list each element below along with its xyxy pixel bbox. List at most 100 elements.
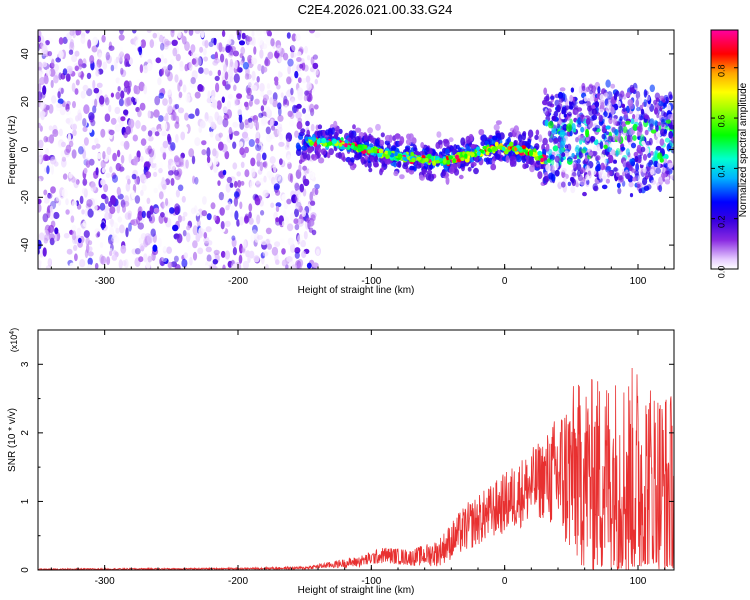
heatmap-cell	[100, 178, 106, 186]
heatmap-cell	[147, 254, 153, 262]
heatmap-cell	[620, 146, 626, 151]
heatmap-cell	[94, 262, 99, 269]
heatmap-cell	[285, 91, 290, 97]
heatmap-cell	[655, 97, 660, 102]
heatmap-cell	[384, 150, 389, 155]
heatmap-cell	[91, 45, 98, 53]
heatmap-cell	[141, 184, 147, 192]
heatmap-cell	[177, 184, 184, 192]
heatmap-cell	[645, 90, 649, 96]
heatmap-cell	[199, 120, 206, 129]
heatmap-cell	[92, 79, 96, 90]
heatmap-cell	[160, 212, 165, 218]
heatmap-cell	[563, 150, 570, 157]
heatmap-cell	[159, 257, 166, 266]
heatmap-cell	[118, 30, 124, 35]
heatmap-cell	[239, 201, 243, 210]
heatmap-cell	[296, 121, 303, 130]
heatmap-cell	[589, 90, 593, 95]
heatmap-cell	[543, 175, 549, 183]
heatmap-cell	[42, 247, 47, 257]
heatmap-cell	[294, 251, 300, 259]
heatmap-cell	[375, 123, 381, 131]
heatmap-cell	[248, 121, 254, 130]
heatmap-cell	[201, 140, 207, 146]
heatmap-cell	[125, 182, 131, 192]
heatmap-cell	[50, 79, 54, 89]
heatmap-cell	[579, 116, 586, 123]
heatmap-cell	[51, 95, 57, 104]
heatmap-cell	[572, 171, 577, 177]
heatmap-cell	[644, 147, 650, 155]
heatmap-cell	[659, 95, 665, 101]
heatmap-cell	[478, 129, 485, 136]
heatmap-cell	[227, 100, 231, 109]
heatmap-cell	[665, 119, 672, 124]
heatmap-cell	[269, 156, 276, 164]
heatmap-cell	[283, 209, 287, 219]
heatmap-cell	[421, 168, 428, 175]
heatmap-cell	[120, 154, 125, 164]
heatmap-cell	[161, 176, 165, 186]
heatmap-cell	[177, 82, 181, 92]
heatmap-cell	[430, 155, 435, 162]
heatmap-cell	[131, 173, 137, 180]
page-title: C2E4.2026.021.00.33.G24	[297, 2, 453, 17]
heatmap-cell	[165, 148, 170, 155]
heatmap-cell	[52, 124, 58, 135]
heatmap-cell	[260, 118, 267, 127]
heatmap-cell	[281, 194, 287, 202]
heatmap-cell	[331, 138, 338, 144]
heatmap-cell	[291, 264, 298, 269]
heatmap-cell	[548, 172, 554, 180]
heatmap-cell	[669, 124, 674, 130]
heatmap-cell	[124, 53, 131, 62]
heatmap-cell	[138, 237, 144, 244]
heatmap-cell	[203, 56, 209, 62]
heatmap-cell	[666, 170, 670, 175]
heatmap-cell	[610, 83, 616, 89]
heatmap-cell	[215, 82, 220, 93]
heatmap-cell	[253, 46, 257, 55]
heatmap-cell	[158, 115, 164, 122]
heatmap-cell	[190, 51, 196, 58]
heatmap-cell	[118, 98, 124, 107]
heatmap-cell	[84, 249, 89, 259]
heatmap-cell	[275, 206, 280, 212]
heatmap-cell	[162, 242, 167, 252]
heatmap-cell	[303, 178, 310, 187]
heatmap-cell	[65, 209, 70, 215]
heatmap-cell	[229, 76, 233, 83]
heatmap-cell	[247, 117, 253, 123]
heatmap-cell	[308, 146, 314, 152]
heatmap-cell	[561, 152, 566, 158]
heatmap-cell	[105, 54, 112, 64]
heatmap-cell	[103, 183, 109, 193]
heatmap-cell	[617, 125, 624, 134]
heatmap-cell	[143, 253, 148, 263]
snr-x-tick-label: -200	[228, 576, 248, 587]
heatmap-cell	[76, 70, 82, 76]
heatmap-cell	[490, 163, 497, 171]
heatmap-cell	[316, 139, 321, 145]
heatmap-cell	[104, 195, 109, 205]
heatmap-cell	[202, 196, 207, 205]
heatmap-cell	[118, 163, 123, 173]
snr-x-tick-label: 0	[502, 576, 508, 587]
heatmap-cell	[171, 30, 175, 34]
heatmap-cell	[509, 155, 514, 162]
heatmap-cell	[204, 39, 209, 49]
heatmap-cell	[38, 214, 42, 222]
heatmap-cell	[428, 153, 432, 159]
heatmap-cell	[139, 243, 146, 250]
heatmap-cell	[145, 134, 150, 141]
heatmap-cell	[51, 90, 57, 97]
heatmap-cell	[277, 128, 282, 136]
heatmap-cell	[252, 224, 258, 234]
heatmap-cell	[221, 30, 226, 37]
heatmap-cell	[309, 172, 315, 180]
snr-axes: -300 -200 -100 0 100 0 1 2 3	[20, 330, 674, 587]
heatmap-cell	[668, 131, 674, 139]
heatmap-cell	[194, 30, 201, 34]
heatmap-y-tick-label: 20	[20, 96, 31, 108]
